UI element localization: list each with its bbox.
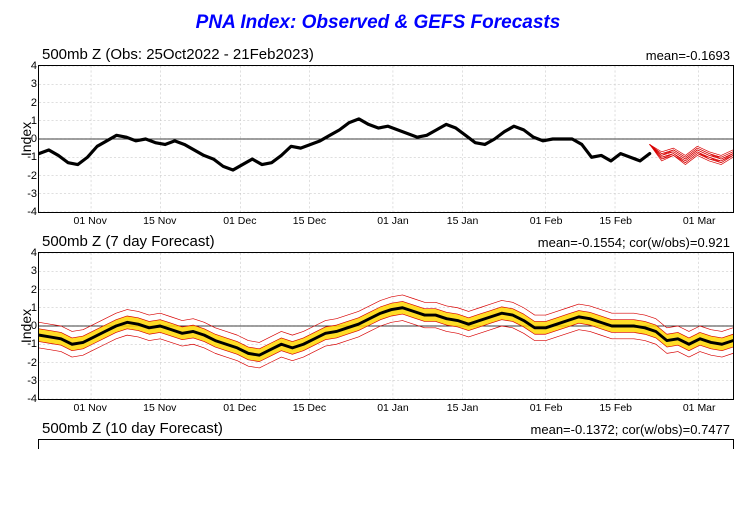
- panel1-yticks: -4-3-2-101234: [17, 66, 37, 212]
- panel3-stat: mean=-0.1372; cor(w/obs)=0.7477: [531, 422, 730, 437]
- panel2-xticks: 01 Nov15 Nov01 Dec15 Dec01 Jan15 Jan01 F…: [38, 400, 734, 416]
- panel2-plot: Index -4-3-2-101234: [38, 252, 734, 400]
- panel-obs: 500mb Z (Obs: 25Oct2022 - 21Feb2023) mea…: [38, 46, 734, 229]
- panel1-stat: mean=-0.1693: [646, 48, 730, 63]
- panel3-title: 500mb Z (10 day Forecast): [42, 420, 223, 437]
- main-title: PNA Index: Observed & GEFS Forecasts: [0, 0, 756, 42]
- panel-7day: 500mb Z (7 day Forecast) mean=-0.1554; c…: [38, 233, 734, 416]
- panel2-stat: mean=-0.1554; cor(w/obs)=0.921: [538, 235, 730, 250]
- panel1-title: 500mb Z (Obs: 25Oct2022 - 21Feb2023): [42, 46, 314, 63]
- panel1-plot: Index -4-3-2-101234: [38, 65, 734, 213]
- panel2-title: 500mb Z (7 day Forecast): [42, 233, 215, 250]
- panel3-plot: [38, 439, 734, 449]
- panel2-yticks: -4-3-2-101234: [17, 253, 37, 399]
- panel1-xticks: 01 Nov15 Nov01 Dec15 Dec01 Jan15 Jan01 F…: [38, 213, 734, 229]
- panel-10day: 500mb Z (10 day Forecast) mean=-0.1372; …: [38, 420, 734, 449]
